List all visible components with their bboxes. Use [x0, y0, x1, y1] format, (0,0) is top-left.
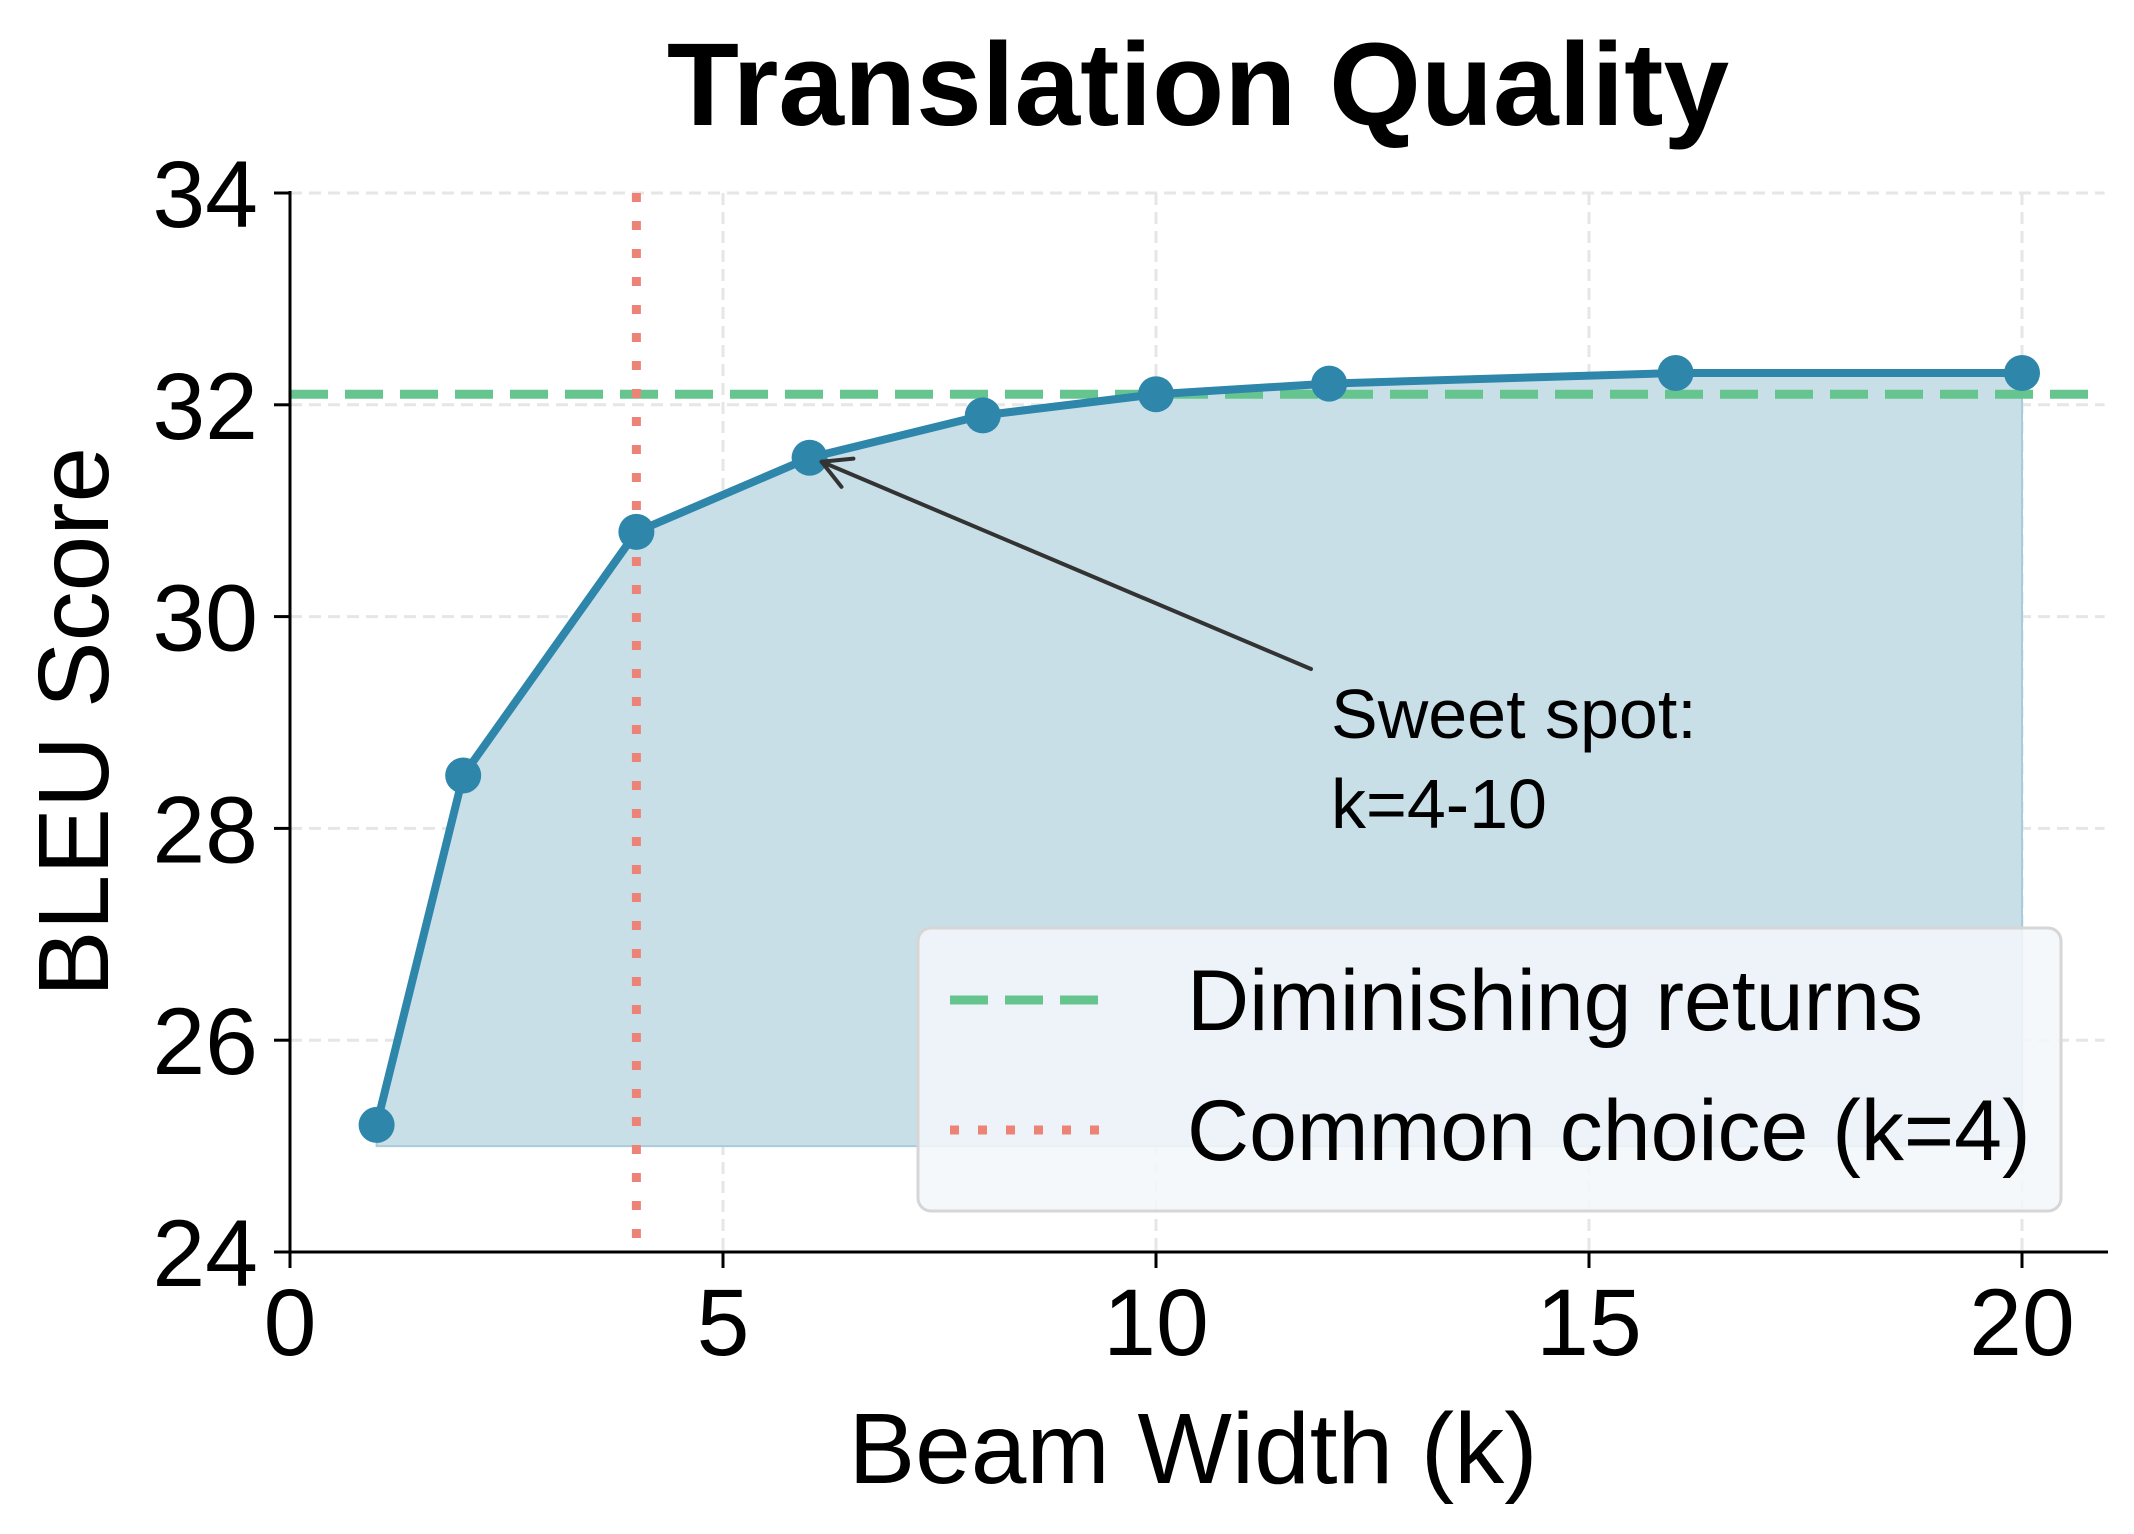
y-tick-label: 24	[152, 1201, 258, 1307]
x-tick-label: 10	[1103, 1270, 1209, 1376]
annotation-arrow	[819, 459, 1313, 671]
data-point-marker	[791, 439, 828, 476]
y-tick-label: 26	[152, 989, 258, 1095]
annotation-line-2: k=4-10	[1331, 765, 1547, 843]
chart-title: Translation Quality	[667, 19, 1729, 151]
data-point-marker	[445, 757, 482, 794]
legend-label-common-choice: Common choice (k=4)	[1187, 1083, 2031, 1179]
data-point-marker	[1138, 376, 1174, 413]
y-axis-label: BLEU Score	[18, 447, 130, 997]
data-point-marker	[358, 1106, 395, 1143]
legend-label-diminishing-returns: Diminishing returns	[1187, 953, 1923, 1049]
y-tick-label: 30	[152, 566, 258, 672]
legend: Diminishing returns Common choice (k=4)	[916, 926, 2063, 1213]
x-tick-label: 5	[697, 1270, 750, 1376]
y-tick-label: 34	[152, 142, 258, 248]
data-point-marker	[1311, 365, 1348, 402]
annotation-line-1: Sweet spot:	[1331, 675, 1697, 753]
data-markers	[358, 355, 2040, 1143]
x-tick-label: 0	[264, 1270, 317, 1376]
data-point-marker	[1657, 355, 1694, 392]
data-point-marker	[618, 513, 655, 550]
data-point-marker	[964, 397, 1001, 434]
data-point-marker	[2004, 355, 2040, 392]
sweet-spot-annotation: Sweet spot: k=4-10	[819, 456, 1697, 843]
y-tick-label: 32	[152, 354, 258, 460]
x-tick-label: 20	[1969, 1270, 2075, 1376]
y-tick-label: 28	[152, 777, 258, 883]
arrow-head-icon	[819, 456, 856, 489]
x-axis-ticks: 0 5 10 15 20	[264, 1252, 2075, 1376]
legend-box	[916, 926, 2063, 1213]
y-axis-ticks: 24 26 28 30 32 34	[152, 142, 290, 1307]
x-tick-label: 15	[1536, 1270, 1642, 1376]
x-axis-label: Beam Width (k)	[848, 1393, 1537, 1505]
